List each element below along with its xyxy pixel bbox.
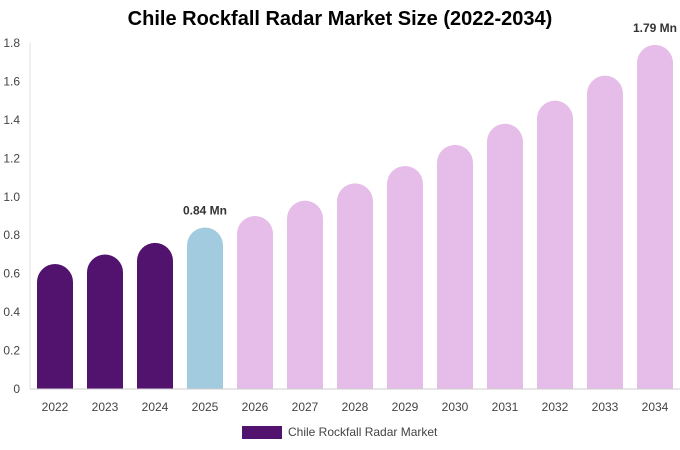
bar-2030 <box>437 144 473 389</box>
bar-2026 <box>237 216 273 389</box>
chart-title: Chile Rockfall Radar Market Size (2022-2… <box>127 8 553 30</box>
bar-2032 <box>537 100 573 389</box>
legend-label: Chile Rockfall Radar Market <box>288 425 438 439</box>
y-tick-label: 1.6 <box>3 74 20 88</box>
x-tick-label: 2028 <box>342 400 369 414</box>
bar-2031 <box>487 123 523 389</box>
bar-2028 <box>337 183 373 389</box>
y-tick-label: 0.6 <box>3 267 20 281</box>
x-tick-label: 2032 <box>542 400 569 414</box>
y-tick-label: 1.0 <box>3 190 20 204</box>
bar-2027 <box>287 200 323 389</box>
x-axis-ticks: 2022 2023 2024 2025 2026 2027 2028 2029 2030 2031… <box>42 400 669 414</box>
x-tick-label: 2022 <box>42 400 69 414</box>
bars <box>37 44 673 389</box>
data-label-2034: 1.79 Mn <box>633 21 677 35</box>
x-tick-label: 2034 <box>642 400 669 414</box>
legend-swatch <box>242 425 282 439</box>
y-tick-label: 0.8 <box>3 228 20 242</box>
bar-2024 <box>137 242 173 389</box>
y-tick-label: 0.2 <box>3 344 20 358</box>
x-tick-label: 2030 <box>442 400 469 414</box>
y-tick-label: 1.2 <box>3 151 20 165</box>
data-labels: 0.84 Mn 1.79 Mn <box>183 21 677 218</box>
y-tick-label: 0.4 <box>3 305 20 319</box>
bar-2025 <box>187 227 223 389</box>
x-tick-label: 2027 <box>292 400 319 414</box>
x-tick-label: 2024 <box>142 400 169 414</box>
x-tick-label: 2029 <box>392 400 419 414</box>
x-tick-label: 2033 <box>592 400 619 414</box>
y-tick-label: 0 <box>13 382 20 396</box>
y-axis-ticks: 0 0.2 0.4 0.6 0.8 1.0 1.2 1.4 1.6 1.8 <box>3 36 20 396</box>
bar-2029 <box>387 166 423 389</box>
bar-2023 <box>87 254 123 389</box>
bar-2034 <box>637 44 673 389</box>
y-tick-label: 1.4 <box>3 113 20 127</box>
x-tick-label: 2025 <box>192 400 219 414</box>
bar-2033 <box>587 75 623 389</box>
y-tick-label: 1.8 <box>3 36 20 50</box>
data-label-2025: 0.84 Mn <box>183 204 227 218</box>
x-tick-label: 2031 <box>492 400 519 414</box>
legend: Chile Rockfall Radar Market <box>242 425 437 439</box>
bar-2022 <box>37 264 73 389</box>
x-tick-label: 2023 <box>92 400 119 414</box>
x-tick-label: 2026 <box>242 400 269 414</box>
